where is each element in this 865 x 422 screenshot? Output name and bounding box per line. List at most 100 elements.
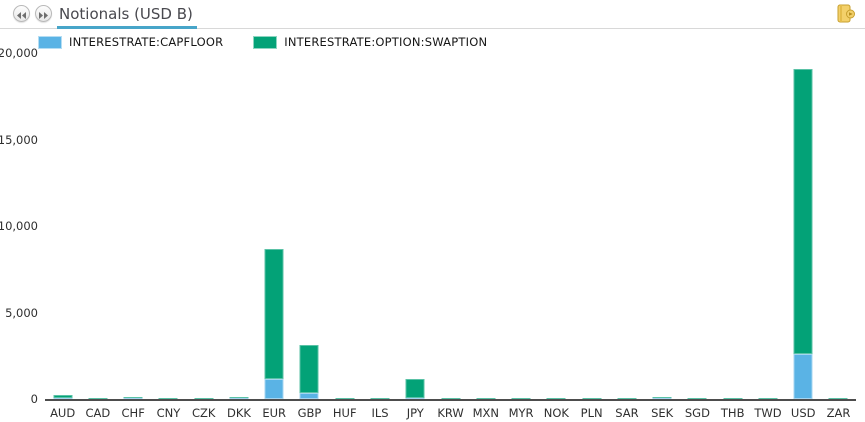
bar-column-myr: MYR <box>503 53 538 420</box>
bar-segment-swaption-jpy[interactable] <box>405 379 425 398</box>
bar-segment-swaption-mxn[interactable] <box>476 398 496 399</box>
bar-stack <box>476 398 496 399</box>
x-axis-label-jpy: JPY <box>406 406 424 420</box>
x-axis-label-twd: TWD <box>754 406 782 420</box>
x-axis-label-mxn: MXN <box>472 406 500 420</box>
tab-notionals[interactable]: Notionals (USD B) <box>57 3 197 29</box>
bar-stack <box>441 398 461 399</box>
bar-segment-swaption-gbp[interactable] <box>299 345 319 393</box>
y-axis-tick: 5,000 <box>5 305 38 320</box>
bar-segment-capfloor-gbp[interactable] <box>299 393 319 399</box>
bar-segment-swaption-chf[interactable] <box>123 397 143 398</box>
x-axis-label-pln: PLN <box>580 406 603 420</box>
x-axis-label-sek: SEK <box>651 406 674 420</box>
bar-segment-swaption-sgd[interactable] <box>687 398 707 399</box>
bar-segment-swaption-czk[interactable] <box>194 398 214 399</box>
bar-column-cad: CAD <box>80 53 115 420</box>
bar-segment-swaption-aud[interactable] <box>53 395 73 398</box>
bar-segment-swaption-sar[interactable] <box>617 398 637 399</box>
bar-segment-capfloor-usd[interactable] <box>793 354 813 399</box>
x-axis-label-cny: CNY <box>156 406 181 420</box>
bar-column-huf: HUF <box>327 53 362 420</box>
bar-column-nok: NOK <box>539 53 574 420</box>
bar-segment-swaption-dkk[interactable] <box>229 397 249 398</box>
bar-segment-swaption-ils[interactable] <box>370 398 390 399</box>
legend-label-swaption: INTERESTRATE:OPTION:SWAPTION <box>284 35 488 49</box>
legend-label-capfloor: INTERESTRATE:CAPFLOOR <box>69 35 224 49</box>
x-axis-label-sar: SAR <box>615 406 639 420</box>
x-axis-label-thb: THB <box>720 406 745 420</box>
x-axis-label-cad: CAD <box>85 406 111 420</box>
header-bar: Notionals (USD B) <box>0 0 865 29</box>
bar-segment-swaption-pln[interactable] <box>582 398 602 399</box>
bar-column-mxn: MXN <box>468 53 503 420</box>
bar-stack <box>264 249 284 399</box>
bar-column-sar: SAR <box>609 53 644 420</box>
bar-segment-swaption-nok[interactable] <box>546 398 566 399</box>
x-axis-label-gbp: GBP <box>297 406 322 420</box>
bar-segment-swaption-twd[interactable] <box>758 398 778 399</box>
bar-segment-swaption-eur[interactable] <box>264 249 284 379</box>
bar-stack <box>546 398 566 399</box>
double-chevron-left-icon <box>17 4 26 23</box>
bar-stack <box>123 397 143 399</box>
bar-stack <box>758 398 778 399</box>
bar-stack <box>723 398 743 399</box>
capfloor-swatch-icon <box>38 35 62 49</box>
bar-column-czk: CZK <box>186 53 221 420</box>
y-axis-tick: 10,000 <box>0 219 38 233</box>
x-axis-label-aud: AUD <box>50 406 76 420</box>
bar-segment-swaption-huf[interactable] <box>335 398 355 399</box>
bar-stack <box>88 398 108 399</box>
nav-previous-button[interactable] <box>13 5 30 22</box>
bar-segment-swaption-usd[interactable] <box>793 69 813 354</box>
tab-title: Notionals (USD B) <box>59 5 193 23</box>
bar-segment-swaption-thb[interactable] <box>723 398 743 399</box>
bar-stack <box>793 69 813 399</box>
export-button[interactable] <box>836 3 856 25</box>
bar-stack <box>652 397 672 399</box>
bar-stack <box>617 398 637 399</box>
bar-segment-capfloor-jpy[interactable] <box>405 398 425 399</box>
bar-stack <box>53 395 73 399</box>
x-axis-label-sgd: SGD <box>684 406 710 420</box>
bar-segment-capfloor-chf[interactable] <box>123 398 143 399</box>
double-chevron-right-icon <box>39 4 48 23</box>
legend-item-capfloor[interactable]: INTERESTRATE:CAPFLOOR <box>38 35 223 49</box>
bar-column-dkk: DKK <box>221 53 256 420</box>
bar-column-usd: USD <box>786 53 821 420</box>
bar-column-eur: EUR <box>257 53 292 420</box>
y-axis-tick: 0 <box>30 392 38 406</box>
bar-segment-capfloor-dkk[interactable] <box>229 398 249 399</box>
x-axis-label-ils: ILS <box>371 406 389 420</box>
export-document-icon <box>836 4 856 29</box>
y-axis-tick: 15,000 <box>0 132 38 147</box>
nav-next-button[interactable] <box>35 5 52 22</box>
bar-segment-swaption-krw[interactable] <box>441 398 461 399</box>
bar-stack <box>511 398 531 399</box>
bar-stack <box>582 398 602 399</box>
bar-segment-swaption-cad[interactable] <box>88 398 108 399</box>
x-axis-label-nok: NOK <box>543 406 569 420</box>
bar-columns: AUD CAD CHF CNY CZK DKK EUR GBP HUF ILS JPY KRW MXN M… <box>45 53 856 420</box>
bar-column-sek: SEK <box>645 53 680 420</box>
bar-stack <box>687 398 707 399</box>
bar-segment-swaption-myr[interactable] <box>511 398 531 399</box>
bar-stack <box>194 398 214 399</box>
bar-stack <box>299 345 319 399</box>
bar-column-sgd: SGD <box>680 53 715 420</box>
bar-segment-swaption-sek[interactable] <box>652 397 672 398</box>
bar-segment-swaption-zar[interactable] <box>828 398 848 399</box>
bar-segment-swaption-cny[interactable] <box>158 398 178 399</box>
bar-segment-capfloor-eur[interactable] <box>264 379 284 399</box>
y-axis-tick: 20,000 <box>0 46 38 60</box>
bar-column-pln: PLN <box>574 53 609 420</box>
bar-column-thb: THB <box>715 53 750 420</box>
bar-segment-capfloor-sek[interactable] <box>652 398 672 399</box>
bar-column-aud: AUD <box>45 53 80 420</box>
x-axis-label-zar: ZAR <box>826 406 851 420</box>
bar-stack <box>229 397 249 399</box>
legend-item-swaption[interactable]: INTERESTRATE:OPTION:SWAPTION <box>253 35 487 49</box>
bar-stack <box>335 398 355 399</box>
bar-segment-capfloor-aud[interactable] <box>53 398 73 399</box>
